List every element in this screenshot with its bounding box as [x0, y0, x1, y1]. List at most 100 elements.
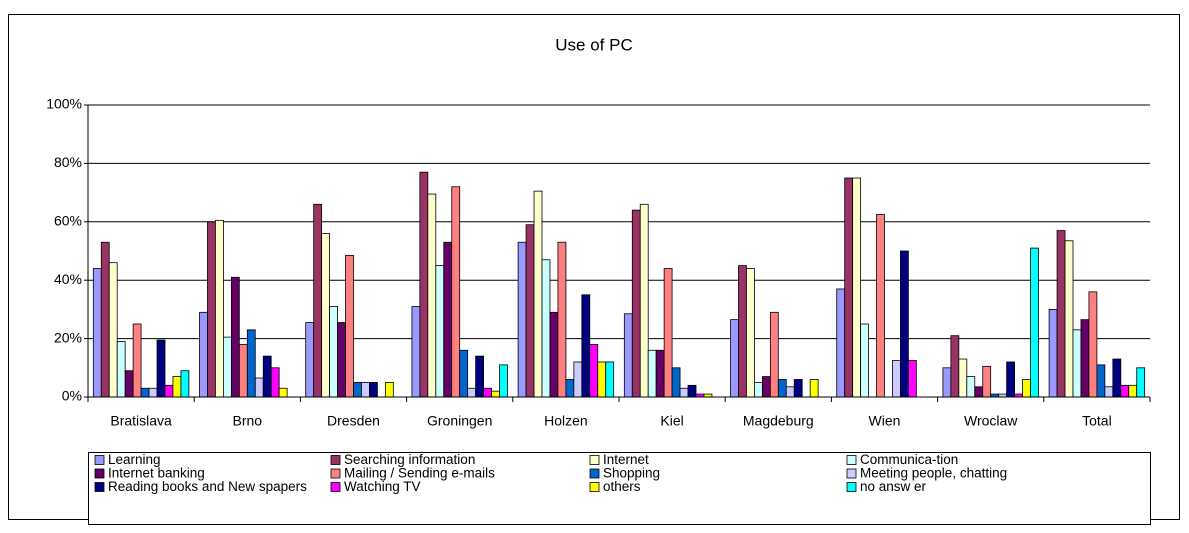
bar	[974, 386, 984, 398]
bar	[647, 349, 657, 398]
legend-swatch	[94, 468, 105, 479]
bar	[427, 193, 437, 398]
bar	[605, 361, 615, 398]
bar	[411, 306, 421, 398]
bar	[892, 360, 901, 398]
bar	[1136, 367, 1146, 398]
bar	[1064, 240, 1074, 398]
bar	[754, 381, 763, 398]
bar	[738, 265, 747, 398]
bar	[1120, 384, 1130, 398]
bar	[207, 221, 216, 398]
bar	[761, 376, 771, 398]
bar	[730, 319, 739, 398]
bar	[215, 219, 224, 398]
legend-label: others	[603, 479, 641, 494]
bar	[164, 384, 174, 398]
bar	[589, 344, 599, 398]
y-tick-label: 0%	[62, 388, 82, 404]
bar	[687, 384, 697, 398]
bar	[337, 322, 346, 398]
x-tick-label: Magdeburg	[743, 413, 814, 429]
bar	[451, 186, 461, 398]
bar	[525, 224, 535, 398]
bar	[124, 370, 134, 398]
bar	[746, 268, 755, 398]
bar	[172, 376, 182, 398]
bar	[491, 390, 500, 398]
bar	[809, 379, 819, 398]
bar	[148, 387, 158, 398]
bar	[140, 387, 150, 398]
bar	[1030, 247, 1039, 398]
x-tick-label: Holzen	[544, 413, 588, 429]
x-tick-label: Brno	[233, 413, 263, 429]
legend-swatch	[94, 482, 105, 492]
bar	[92, 268, 102, 398]
bar	[329, 306, 338, 398]
bar	[270, 367, 280, 398]
legend-label: Meeting people, chatting	[860, 466, 1007, 481]
bar	[345, 254, 354, 398]
legend-label: Shopping	[603, 466, 660, 481]
bar	[785, 386, 795, 398]
bar	[384, 381, 394, 398]
bar	[966, 376, 976, 398]
bar	[443, 241, 453, 398]
bar	[156, 339, 166, 398]
x-tick-label: Wroclaw	[964, 413, 1018, 429]
bar	[369, 381, 378, 398]
x-tick-label: Kiel	[660, 413, 683, 429]
bar	[254, 377, 264, 398]
bar	[958, 358, 968, 398]
legend-swatch	[94, 455, 105, 465]
bar	[631, 209, 641, 398]
legend-swatch	[589, 455, 600, 465]
bar	[1096, 364, 1106, 398]
x-tick-label: Wien	[869, 413, 901, 429]
bar	[1072, 329, 1082, 398]
bar	[499, 364, 508, 398]
y-tick-label: 80%	[54, 154, 82, 170]
bar	[639, 203, 649, 398]
bar	[777, 379, 787, 398]
bar	[353, 381, 362, 398]
legend-swatch	[589, 482, 600, 492]
x-tick-label: Total	[1082, 413, 1112, 429]
legend-label: Internet banking	[108, 466, 205, 481]
bar	[467, 387, 477, 398]
legend-label: Mailing / Sending e-mails	[344, 466, 495, 481]
bar	[1048, 308, 1058, 398]
legend-label: Communica-tion	[860, 452, 958, 467]
bar	[860, 323, 869, 398]
bar	[313, 203, 323, 398]
bar	[108, 262, 118, 398]
bar	[663, 268, 673, 398]
bar	[942, 367, 952, 398]
bar	[483, 387, 492, 398]
bar	[769, 311, 779, 398]
bar	[132, 323, 142, 398]
legend-swatch	[330, 468, 341, 479]
legend-label: Watching TV	[344, 479, 421, 494]
bar	[262, 355, 272, 398]
bar	[517, 241, 527, 398]
bar	[435, 265, 445, 398]
bar	[278, 387, 288, 398]
bar	[581, 294, 591, 398]
bar	[238, 344, 248, 398]
legend-label: Internet	[603, 452, 649, 467]
bar	[1112, 358, 1122, 398]
bar	[419, 171, 429, 398]
bar	[1080, 319, 1090, 398]
x-tick-label: Groningen	[427, 413, 492, 429]
legend-swatch	[589, 468, 600, 479]
legend-label: Learning	[108, 452, 161, 467]
bar	[180, 370, 190, 398]
bar	[199, 311, 208, 398]
bar	[361, 381, 370, 398]
bar	[475, 355, 484, 398]
bar	[321, 233, 331, 398]
y-tick-label: 40%	[54, 271, 82, 287]
